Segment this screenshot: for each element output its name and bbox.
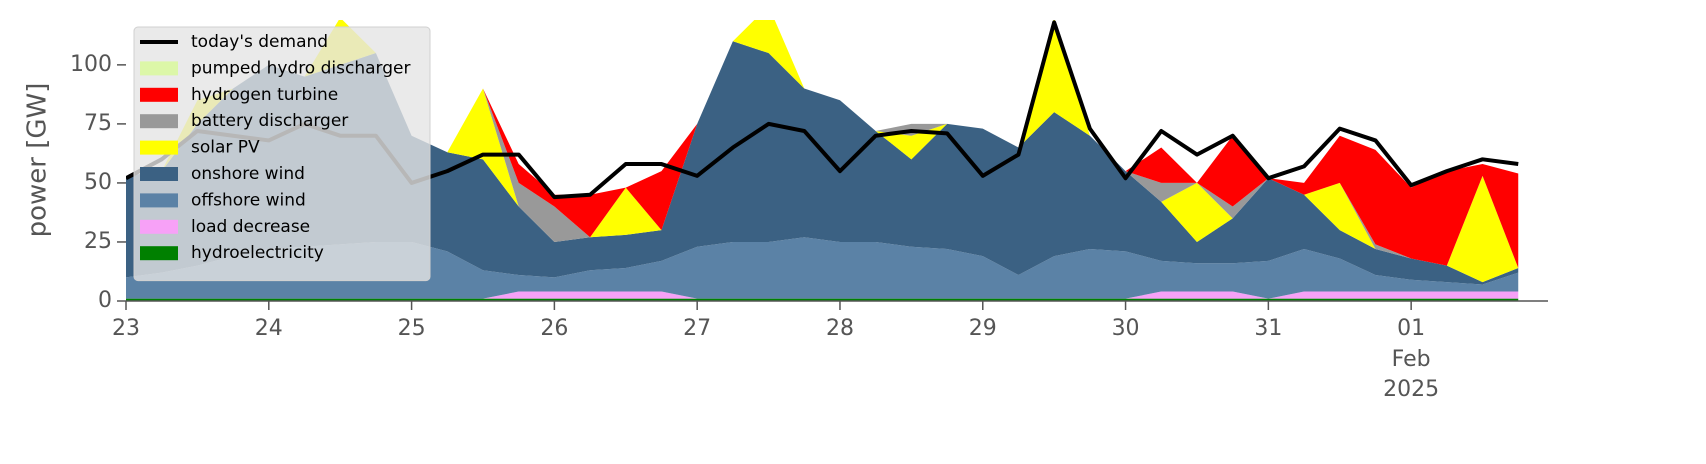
y-axis-label: power [GW] [23,83,53,238]
legend-label: pumped hydro discharger [191,58,410,78]
legend-label: battery discharger [191,111,348,131]
x-tick-label: 29 [969,316,997,341]
legend-swatch [140,246,178,261]
y-tick-label: 75 [84,111,112,136]
y-tick-label: 50 [84,170,112,195]
legend-box [133,26,431,282]
legend-swatch [140,61,178,76]
legend-swatch [140,140,178,155]
x-tick-label: 25 [398,316,426,341]
y-tick-label: 100 [70,52,112,77]
x-tick-label: 23 [112,316,140,341]
legend-swatch [140,167,178,181]
legend-swatch [140,193,178,208]
x-tick-label: 27 [683,316,711,341]
area [126,237,1519,299]
x-tick-label: 01 [1397,316,1425,341]
x-tick-label: 28 [826,316,854,341]
legend-label: load decrease [191,217,310,237]
x-tick-sublabel: Feb [1392,347,1431,372]
x-tick-label: 26 [540,316,568,341]
plot-area [126,20,1519,301]
area [126,20,1519,268]
legend-label: offshore wind [191,190,306,210]
legend-label: today's demand [191,32,328,52]
legend-swatch [140,87,178,102]
x-tick-label: 31 [1254,316,1282,341]
legend-swatch [140,114,178,129]
legend-swatch [140,219,178,234]
y-tick-label: 0 [98,288,112,313]
legend-label: solar PV [191,138,260,158]
y-tick-label: 25 [84,229,112,254]
area [126,41,1519,285]
legend-label: hydrogen turbine [191,85,338,105]
area [126,291,1519,299]
legend-label: hydroelectricity [191,243,324,263]
legend-label: onshore wind [191,164,305,184]
x-tick-label: 24 [255,316,283,341]
x-tick-sublabel: 2025 [1383,377,1439,402]
x-tick-label: 30 [1112,316,1140,341]
